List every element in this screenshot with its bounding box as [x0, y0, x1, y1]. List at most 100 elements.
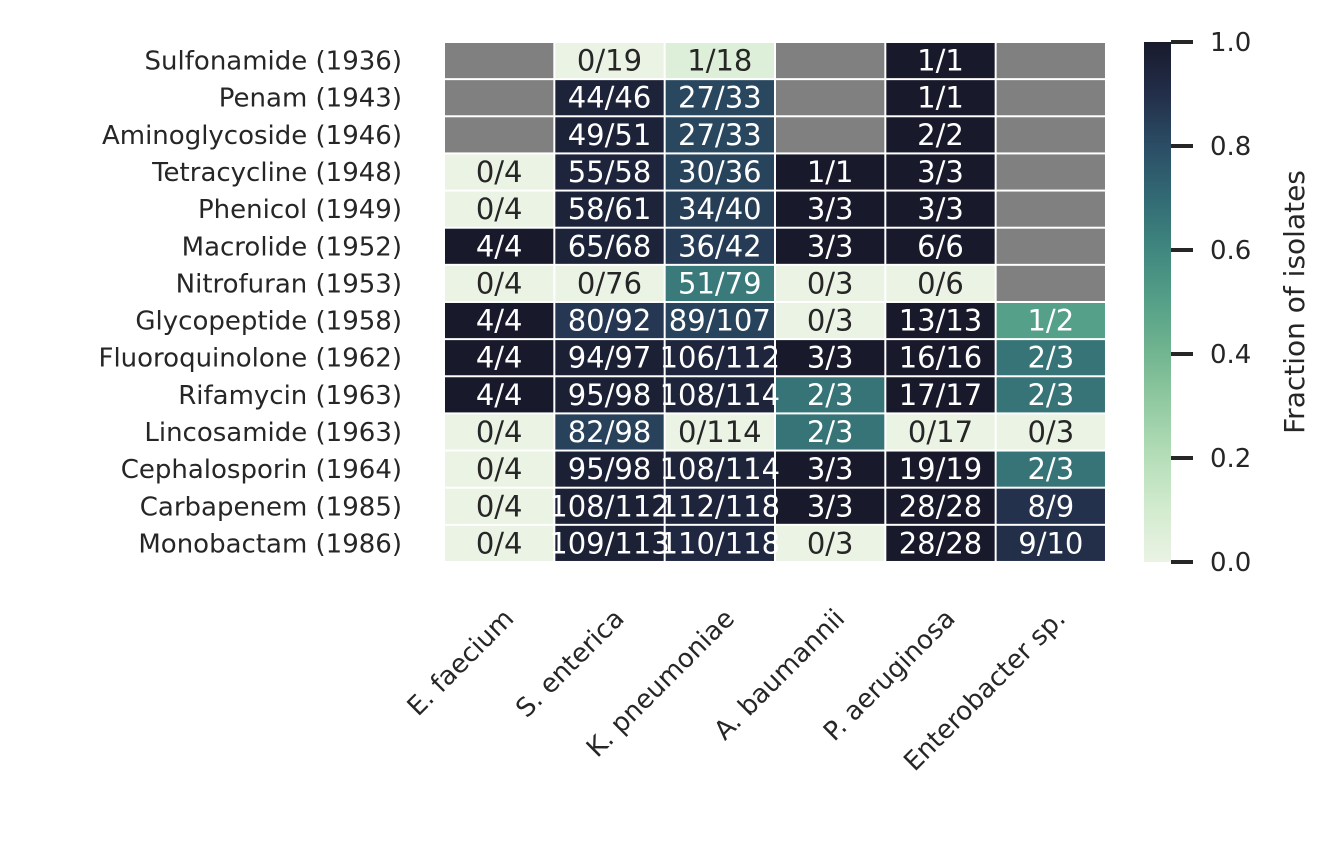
- heatmap-cell: [445, 191, 554, 227]
- heatmap-cell: [886, 525, 995, 561]
- colorbar-tick-label: 1.0: [1210, 28, 1251, 58]
- cell-label: 3/3: [807, 192, 854, 226]
- row-label: Macrolide (1952): [182, 232, 402, 262]
- heatmap-cell: [775, 191, 885, 227]
- column-label: S. enterica: [510, 604, 630, 724]
- cell-label: 55/58: [568, 155, 652, 189]
- heatmap-cell: [555, 265, 664, 301]
- cell-label: 1/18: [687, 44, 752, 78]
- cell-label: 2/3: [807, 378, 854, 412]
- heatmap-cell: [886, 414, 995, 450]
- heatmap-cell: [445, 525, 554, 561]
- cell-label: 28/28: [899, 526, 983, 560]
- cell-label: 4/4: [476, 341, 523, 375]
- colorbar-tick-label: 0.8: [1210, 132, 1251, 162]
- cell-label: 109/113: [549, 526, 669, 560]
- cell-label: 3/3: [807, 452, 854, 486]
- cell-label: 0/3: [807, 304, 854, 338]
- heatmap-cell: [665, 340, 774, 376]
- heatmap-cell: [445, 43, 554, 79]
- heatmap-cell: [555, 43, 664, 79]
- cell-label: 44/46: [568, 81, 652, 115]
- heatmap-cell: [996, 525, 1105, 561]
- row-label: Glycopeptide (1958): [135, 307, 402, 337]
- cell-label: 112/118: [660, 489, 780, 523]
- cell-label: 0/3: [807, 266, 854, 300]
- cell-label: 0/4: [476, 452, 523, 486]
- row-label: Carbapenem (1985): [140, 492, 402, 522]
- cell-label: 6/6: [917, 229, 964, 263]
- heatmap-cell: [886, 377, 995, 413]
- cell-label: 49/51: [568, 118, 652, 152]
- cell-label: 3/3: [917, 192, 964, 226]
- heatmap-cell: [445, 265, 554, 301]
- heatmap-cell: [445, 451, 554, 487]
- heatmap-cell: [555, 414, 664, 450]
- cell-label: 34/40: [678, 192, 762, 226]
- colorbar-tick-label: 0.2: [1210, 444, 1251, 474]
- heatmap-cell: [665, 117, 774, 153]
- heatmap-cell: [996, 340, 1105, 376]
- cell-label: 30/36: [678, 155, 762, 189]
- cell-label: 2/3: [1027, 452, 1074, 486]
- cell-label: 58/61: [568, 192, 652, 226]
- cell-label: 80/92: [568, 304, 652, 338]
- cell-label: 2/3: [1027, 378, 1074, 412]
- heatmap-cell: [775, 117, 885, 153]
- cell-label: 2/3: [1027, 341, 1074, 375]
- cell-label: 17/17: [899, 378, 983, 412]
- cell-label: 1/1: [917, 44, 964, 78]
- cell-label: 36/42: [678, 229, 762, 263]
- heatmap-cell: [886, 154, 995, 190]
- heatmap-cell: [555, 154, 664, 190]
- cell-label: 0/4: [476, 155, 523, 189]
- heatmap-cell: [886, 80, 995, 116]
- cell-label: 0/6: [917, 266, 964, 300]
- heatmap-cell: [886, 451, 995, 487]
- cell-label: 2/3: [807, 415, 854, 449]
- heatmap-cell: [665, 377, 774, 413]
- row-label: Fluoroquinolone (1962): [98, 344, 402, 374]
- cell-label: 108/112: [549, 489, 669, 523]
- heatmap-cell: [886, 117, 995, 153]
- heatmap-cell: [996, 488, 1105, 524]
- heatmap-cell: [555, 191, 664, 227]
- heatmap-cell: [996, 228, 1105, 264]
- cell-label: 4/4: [476, 378, 523, 412]
- colorbar-label: Fraction of isolates: [1278, 170, 1311, 434]
- cell-label: 82/98: [568, 415, 652, 449]
- heatmap-cell: [886, 302, 995, 339]
- cell-label: 95/98: [568, 452, 652, 486]
- heatmap-cell: [775, 414, 885, 450]
- cell-label: 27/33: [678, 118, 762, 152]
- cell-label: 27/33: [678, 81, 762, 115]
- heatmap-cell: [665, 525, 774, 561]
- cell-label: 0/19: [577, 44, 642, 78]
- heatmap-cell: [665, 302, 774, 339]
- colorbar-tick-label: 0.4: [1210, 340, 1251, 370]
- cell-label: 0/76: [577, 266, 642, 300]
- heatmap-cell: [665, 43, 774, 79]
- cell-label: 28/28: [899, 489, 983, 523]
- colorbar: 0.0 0.2 0.4 0.6 0.8 1.0 Fraction of isolates: [1144, 28, 1311, 578]
- heatmap-cell: [775, 302, 885, 339]
- cell-label: 0/4: [476, 192, 523, 226]
- cell-label: 94/97: [568, 341, 652, 375]
- heatmap-cell: [996, 414, 1105, 450]
- colorbar-tick-label: 0.0: [1210, 548, 1251, 578]
- heatmap-cell: [445, 117, 554, 153]
- cell-label: 9/10: [1018, 526, 1083, 560]
- heatmap-cell: [445, 228, 554, 264]
- heatmap-cell: [886, 228, 995, 264]
- row-label: Nitrofuran (1953): [176, 269, 402, 299]
- heatmap-cell: [996, 154, 1105, 190]
- heatmap-cell: [886, 265, 995, 301]
- heatmap-cell: [555, 451, 664, 487]
- heatmap-cell: [775, 43, 885, 79]
- heatmap-cell: [665, 414, 774, 450]
- row-label: Phenicol (1949): [198, 195, 402, 225]
- heatmap-cell: [996, 377, 1105, 413]
- cell-label: 13/13: [899, 304, 983, 338]
